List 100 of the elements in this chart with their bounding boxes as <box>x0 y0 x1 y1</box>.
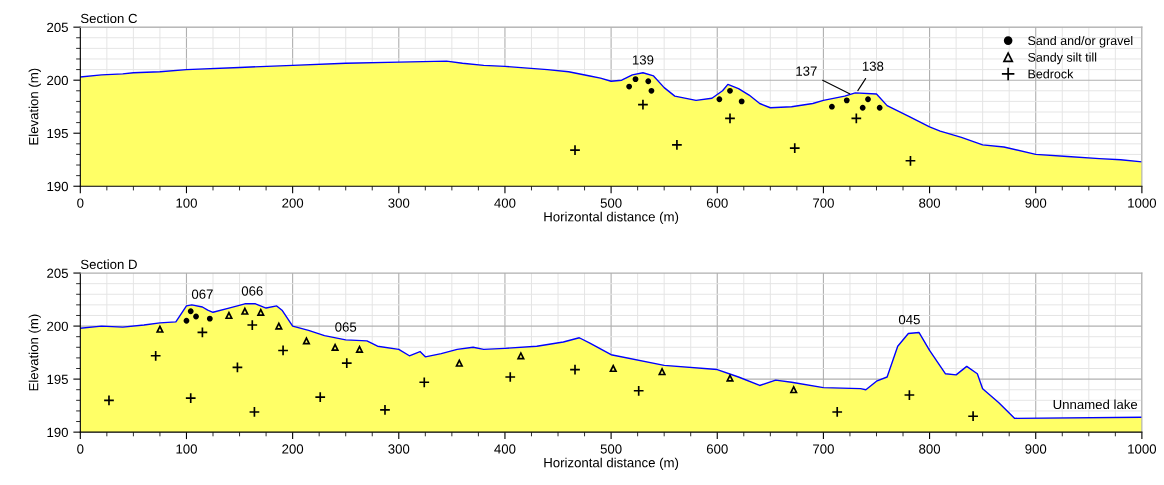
point <box>967 410 979 422</box>
x-tick-label: 800 <box>919 444 941 454</box>
point <box>246 319 258 331</box>
point <box>185 392 197 404</box>
y-axis-title: Elevation (m) <box>28 68 41 145</box>
y-tick-label: 190 <box>47 427 68 438</box>
point <box>865 96 871 103</box>
x-tick-label: 0 <box>77 444 84 454</box>
point <box>183 317 190 324</box>
point <box>275 322 283 330</box>
point <box>193 313 199 320</box>
point <box>658 368 666 376</box>
x-tick-label: 700 <box>813 444 834 454</box>
point <box>632 76 639 83</box>
point <box>241 307 249 315</box>
point <box>738 98 745 105</box>
point <box>103 394 115 407</box>
point <box>726 374 734 382</box>
y-tick-label: 195 <box>47 374 68 385</box>
point <box>648 87 655 94</box>
x-tick-label: 200 <box>282 198 304 208</box>
point <box>876 104 883 111</box>
point <box>314 391 326 403</box>
x-tick-label: 500 <box>600 444 622 454</box>
point <box>504 371 516 383</box>
point <box>671 139 683 151</box>
point <box>257 308 265 316</box>
annotation: 066 <box>241 286 263 296</box>
y-axis-title: Elevation (m) <box>28 314 41 391</box>
y-tick-label: 205 <box>47 268 68 278</box>
point <box>831 406 843 418</box>
point <box>789 142 801 154</box>
y-tick-label: 195 <box>47 128 68 139</box>
x-axis-title: Horizontal distance (m) <box>544 211 679 225</box>
annotation: 138 <box>862 61 884 71</box>
point <box>716 96 723 103</box>
point <box>637 98 649 111</box>
point <box>859 104 866 111</box>
y-tick-label: 200 <box>47 321 68 331</box>
point <box>231 361 244 374</box>
point <box>206 315 213 322</box>
legend-label: Sandy silt till <box>1028 52 1097 65</box>
x-tick-label: 800 <box>919 198 941 208</box>
point <box>156 325 164 333</box>
point <box>569 144 581 156</box>
x-tick-label: 600 <box>706 444 728 454</box>
point <box>724 112 736 125</box>
point <box>626 83 633 90</box>
point <box>331 343 339 351</box>
annotation: 067 <box>191 289 213 299</box>
point <box>903 389 916 401</box>
point <box>196 326 209 339</box>
y-tick-label: 200 <box>47 75 68 86</box>
x-tick-label: 100 <box>176 444 197 454</box>
chart-title: Section C <box>80 13 138 24</box>
point <box>843 97 850 104</box>
point <box>225 311 233 320</box>
x-tick-label: 200 <box>282 444 304 454</box>
legend-label: Bedrock <box>1028 69 1074 79</box>
x-tick-label: 1000 <box>1128 198 1157 208</box>
point <box>645 78 652 85</box>
x-tick-label: 500 <box>600 198 622 208</box>
point <box>517 352 525 360</box>
point <box>455 359 463 367</box>
x-axis-title: Horizontal distance (m) <box>544 457 679 470</box>
point <box>850 112 863 125</box>
y-tick-label: 190 <box>47 181 68 192</box>
point <box>379 404 391 416</box>
x-tick-label: 0 <box>77 198 84 208</box>
point <box>187 308 194 315</box>
point <box>302 337 311 345</box>
x-tick-label: 400 <box>494 444 516 454</box>
x-tick-label: 100 <box>176 198 197 208</box>
x-tick-label: 900 <box>1025 198 1047 208</box>
x-tick-label: 300 <box>388 444 410 454</box>
annotation: Unnamed lake <box>1053 399 1138 410</box>
point <box>248 406 261 418</box>
annotation: 137 <box>796 66 817 76</box>
point <box>355 345 364 354</box>
point <box>727 87 733 94</box>
legend-label: Sand and/or gravel <box>1028 35 1133 48</box>
x-tick-label: 700 <box>813 198 834 208</box>
x-tick-label: 900 <box>1025 444 1047 454</box>
x-tick-label: 1000 <box>1128 444 1157 454</box>
point <box>277 344 289 357</box>
annotation: 139 <box>632 55 654 65</box>
point <box>609 364 617 373</box>
point <box>149 350 162 362</box>
point <box>569 363 581 376</box>
point <box>828 103 835 110</box>
point <box>418 376 430 388</box>
chart-title: Section D <box>80 259 137 270</box>
x-tick-label: 300 <box>388 198 410 208</box>
x-tick-label: 600 <box>706 198 728 208</box>
annotation: 065 <box>335 322 357 332</box>
annotation: 045 <box>898 314 920 325</box>
point <box>341 357 353 369</box>
y-tick-label: 205 <box>47 22 68 33</box>
point <box>633 385 645 397</box>
point <box>904 155 917 167</box>
